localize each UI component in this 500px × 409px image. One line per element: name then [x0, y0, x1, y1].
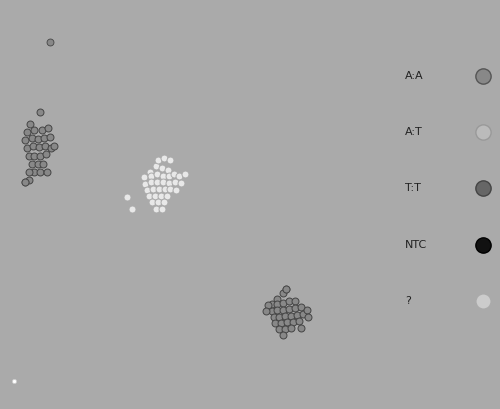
Text: NTC: NTC	[405, 240, 427, 249]
Text: T:T: T:T	[405, 184, 420, 193]
Text: ?: ?	[405, 296, 410, 306]
Text: A:A: A:A	[405, 71, 423, 81]
Text: A:T: A:T	[405, 127, 422, 137]
